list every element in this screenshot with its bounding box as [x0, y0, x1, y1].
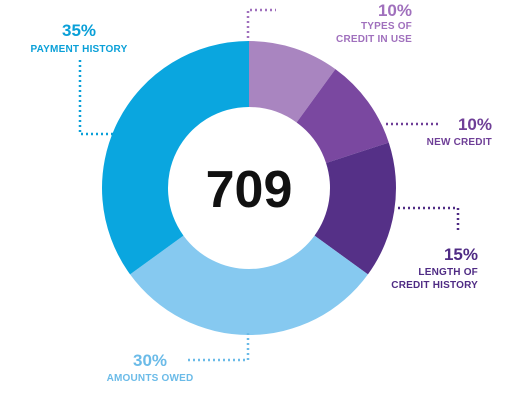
slice-percent-label: 10%	[458, 115, 492, 134]
slice-percent-label: 30%	[133, 351, 167, 370]
slice-category-label: CREDIT HISTORY	[391, 280, 478, 291]
leader-line-3	[186, 333, 250, 362]
donut-slice-3	[130, 235, 368, 335]
slice-category-label: LENGTH OF	[418, 267, 478, 278]
slice-percent-label: 15%	[444, 245, 478, 264]
donut-slice-0	[249, 41, 336, 123]
slice-category-label: PAYMENT HISTORY	[31, 44, 128, 55]
slice-category-label: CREDIT IN USE	[336, 34, 412, 45]
slice-category-label: TYPES OF	[361, 21, 412, 32]
donut-slice-4	[102, 40, 249, 275]
slice-category-label: AMOUNTS OWED	[107, 373, 194, 384]
slice-category-label: NEW CREDIT	[427, 137, 492, 148]
slice-percent-label: 35%	[62, 21, 96, 40]
leader-line-0	[246, 8, 276, 38]
leader-line-2	[398, 206, 460, 232]
leader-line-4	[78, 59, 113, 136]
donut-slice-1	[296, 69, 389, 163]
donut-slice-2	[314, 142, 396, 275]
slice-percent-label: 10%	[378, 1, 412, 20]
center-score-value: 709	[206, 161, 293, 219]
